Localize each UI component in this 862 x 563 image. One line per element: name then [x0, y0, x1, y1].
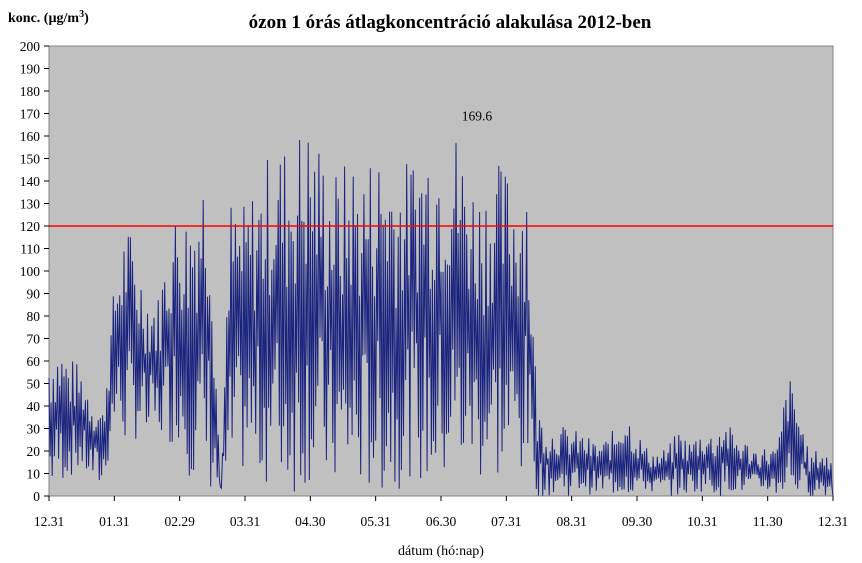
- x-tick-label: 07.31: [491, 514, 521, 529]
- series-layer: [48, 139, 834, 497]
- y-tick-label: 120: [20, 219, 41, 234]
- x-tick-label: 06.30: [426, 514, 457, 529]
- x-tick-label: 05.31: [360, 514, 390, 529]
- x-tick-label: 12.31: [34, 514, 64, 529]
- y-tick-label: 140: [20, 174, 41, 189]
- y-tick-label: 100: [20, 264, 41, 279]
- y-tick-label: 150: [20, 152, 41, 167]
- y-tick-label: 110: [20, 242, 40, 257]
- y-tick-label: 40: [27, 399, 41, 414]
- x-tick-label: 10.31: [687, 514, 717, 529]
- y-tick-label: 50: [27, 377, 41, 392]
- y-tick-label: 190: [20, 62, 41, 77]
- y-tick-label: 10: [27, 467, 41, 482]
- x-axis-ticks: 12.31 01.31 02.29 03.31 04.30 05.31 06.30 07.31…: [34, 496, 848, 529]
- y-tick-label: 200: [20, 39, 41, 54]
- x-tick-label: 01.31: [99, 514, 129, 529]
- y-axis-ticks: 0 10 20 30 40 50 60 70 80 90 100 110 120 130 140 150 160…: [20, 39, 49, 504]
- x-tick-label: 11.30: [753, 514, 783, 529]
- x-tick-label: 09.30: [622, 514, 653, 529]
- max-value-annotation: 169.6: [462, 108, 493, 123]
- y-tick-label: 60: [27, 354, 41, 369]
- x-axis-label: dátum (hó:nap): [398, 544, 484, 559]
- x-tick-label: 12.31: [818, 514, 848, 529]
- y-tick-label: 90: [27, 287, 41, 302]
- y-tick-label: 70: [27, 332, 41, 347]
- y-tick-label: 80: [27, 309, 41, 324]
- y-tick-label: 170: [20, 107, 41, 122]
- plot-area: [48, 45, 834, 497]
- y-tick-label: 130: [20, 197, 41, 212]
- series-line: [48, 139, 834, 497]
- y-tick-label: 160: [20, 129, 41, 144]
- y-tick-label: 0: [33, 489, 40, 504]
- y-tick-label: 30: [27, 422, 41, 437]
- x-tick-label: 04.30: [295, 514, 326, 529]
- y-tick-label: 20: [27, 444, 41, 459]
- x-tick-label: 02.29: [164, 514, 195, 529]
- chart-title: ózon 1 órás átlagkoncentráció alakulása …: [249, 12, 652, 33]
- y-axis-label-superscript: 3: [79, 9, 84, 20]
- x-tick-label: 03.31: [230, 514, 260, 529]
- y-tick-label: 180: [20, 84, 41, 99]
- y-axis-label: konc. (µg/m3): [8, 9, 89, 27]
- x-tick-label: 08.31: [556, 514, 586, 529]
